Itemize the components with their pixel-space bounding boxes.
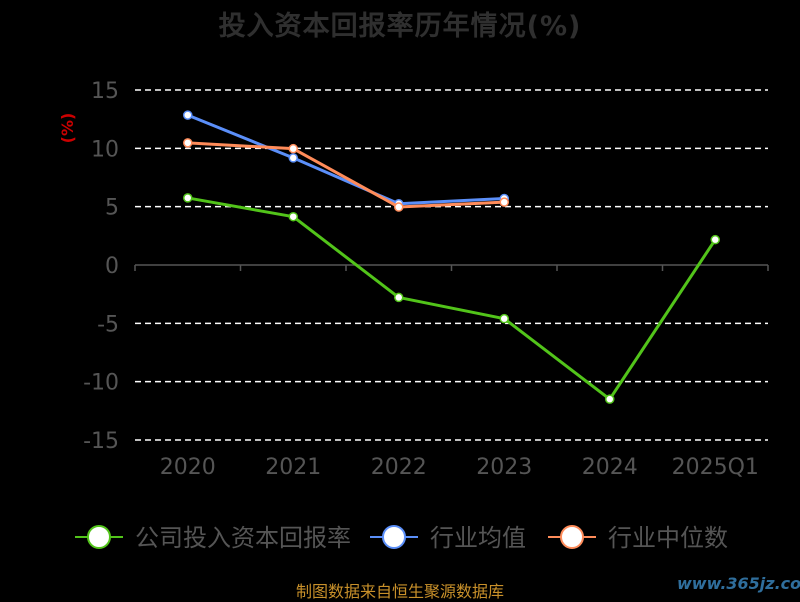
x-tick-label: 2021 [265,455,321,480]
data-point [183,110,193,120]
series-3 [183,138,509,212]
legend-item[interactable]: 行业均值 [370,524,526,552]
legend-swatch-marker [382,525,406,549]
data-point [394,202,404,212]
legend-item[interactable]: 公司投入资本回报率 [75,524,351,552]
x-tick-label: 2024 [582,455,638,480]
legend-swatch-marker [87,525,111,549]
y-tick-label: -15 [83,429,119,454]
data-point [605,394,615,404]
series-line [187,113,505,206]
data-point [183,138,193,148]
legend-label: 行业中位数 [608,524,728,552]
x-tick-label: 2020 [160,455,216,480]
series-2 [183,110,509,209]
data-point [710,234,720,245]
chart-title: 投入资本回报率历年情况(%) [218,11,582,42]
data-point [288,211,298,222]
series-line [187,141,505,209]
x-tick-label: 2023 [476,455,532,480]
legend-swatch-marker [560,525,584,549]
legend-label: 行业均值 [430,524,526,552]
y-axis-label: (%) [58,113,77,144]
data-point [183,193,193,203]
source-footer: 制图数据来自恒生聚源数据库 [295,582,504,601]
data-point [499,313,509,324]
legend-label: 公司投入资本回报率 [135,524,351,552]
series-1 [183,193,720,404]
data-point [288,143,298,154]
data-point [288,153,298,163]
x-tick-label: 2025Q1 [672,455,759,480]
data-point [394,292,404,303]
y-tick-label: 0 [105,254,119,279]
legend[interactable]: 公司投入资本回报率 行业均值 行业中位数 [75,524,728,552]
data-point [499,197,509,207]
y-tick-label: 15 [91,79,119,104]
legend-item[interactable]: 行业中位数 [548,524,728,552]
y-tick-label: -5 [97,312,119,337]
series [183,110,720,404]
x-tick-label: 2022 [371,455,427,480]
watermark: www.365jz.com [677,574,800,593]
y-tick-label: 5 [105,196,119,221]
series-line [187,196,717,401]
y-tick-label: 10 [91,137,119,162]
axes: 15 10 5 0 -5 -10 -15 2020 2021 2022 2023 2024 2025Q1 [83,79,769,480]
y-tick-label: -10 [83,371,119,396]
